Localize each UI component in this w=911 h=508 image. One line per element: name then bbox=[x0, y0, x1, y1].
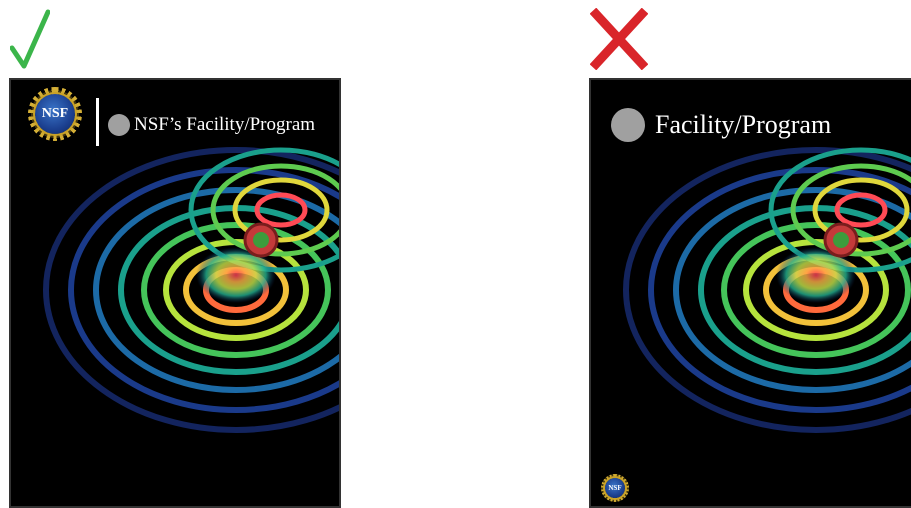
facility-label: Facility/Program bbox=[655, 110, 831, 140]
gravitational-wave-art bbox=[591, 80, 911, 508]
placeholder-dot bbox=[108, 114, 130, 136]
poster-correct: NSF NSF’s Facility/Program bbox=[9, 78, 341, 508]
x-icon bbox=[590, 8, 648, 70]
placeholder-dot bbox=[611, 108, 645, 142]
seal-text: NSF bbox=[42, 106, 68, 122]
checkmark-icon bbox=[10, 8, 50, 70]
poster-incorrect: Facility/Program NSF bbox=[589, 78, 911, 508]
nsf-seal-icon: NSF bbox=[605, 478, 625, 498]
seal-text: NSF bbox=[608, 484, 621, 492]
nsf-seal-icon: NSF bbox=[35, 94, 75, 134]
divider bbox=[96, 98, 99, 146]
gravitational-wave-art bbox=[11, 80, 341, 508]
facility-label: NSF’s Facility/Program bbox=[134, 114, 315, 136]
